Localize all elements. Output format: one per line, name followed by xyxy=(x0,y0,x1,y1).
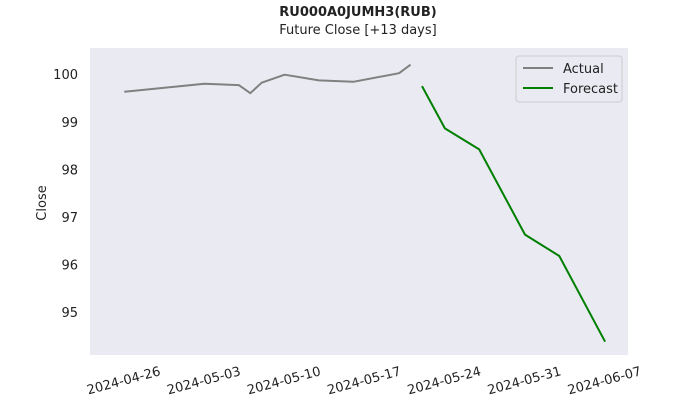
legend: Actual Forecast xyxy=(515,55,623,103)
y-tick-label: 100 xyxy=(53,68,78,83)
chart-marks xyxy=(124,63,606,343)
x-tick-label: 2024-05-24 xyxy=(406,364,483,398)
chart-title: RU000A0JUMH3(RUB) xyxy=(279,5,436,20)
y-tick-label: 95 xyxy=(61,306,78,321)
x-tick-label: 2024-05-31 xyxy=(486,364,563,398)
series-line-forecast xyxy=(421,85,606,343)
y-tick-label: 99 xyxy=(61,116,78,131)
legend-label-actual: Actual xyxy=(563,62,604,77)
x-tick-label: 2024-06-07 xyxy=(566,364,643,398)
legend-label-forecast: Forecast xyxy=(563,82,618,97)
y-axis: 95 96 97 98 99 100 xyxy=(53,68,78,321)
y-tick-label: 98 xyxy=(61,163,78,178)
series-line-actual xyxy=(124,63,412,95)
x-tick-label: 2024-05-10 xyxy=(246,364,323,398)
x-tick-label: 2024-05-17 xyxy=(326,364,403,398)
x-tick-label: 2024-05-03 xyxy=(166,364,243,398)
chart-subtitle: Future Close [+13 days] xyxy=(279,23,436,38)
x-tick-label: 2024-04-26 xyxy=(85,364,162,398)
x-axis: 2024-04-26 2024-05-03 2024-05-10 2024-05-17… xyxy=(85,364,643,398)
y-tick-label: 96 xyxy=(61,259,78,274)
y-axis-label: Close xyxy=(35,185,50,220)
y-tick-label: 97 xyxy=(61,211,78,226)
